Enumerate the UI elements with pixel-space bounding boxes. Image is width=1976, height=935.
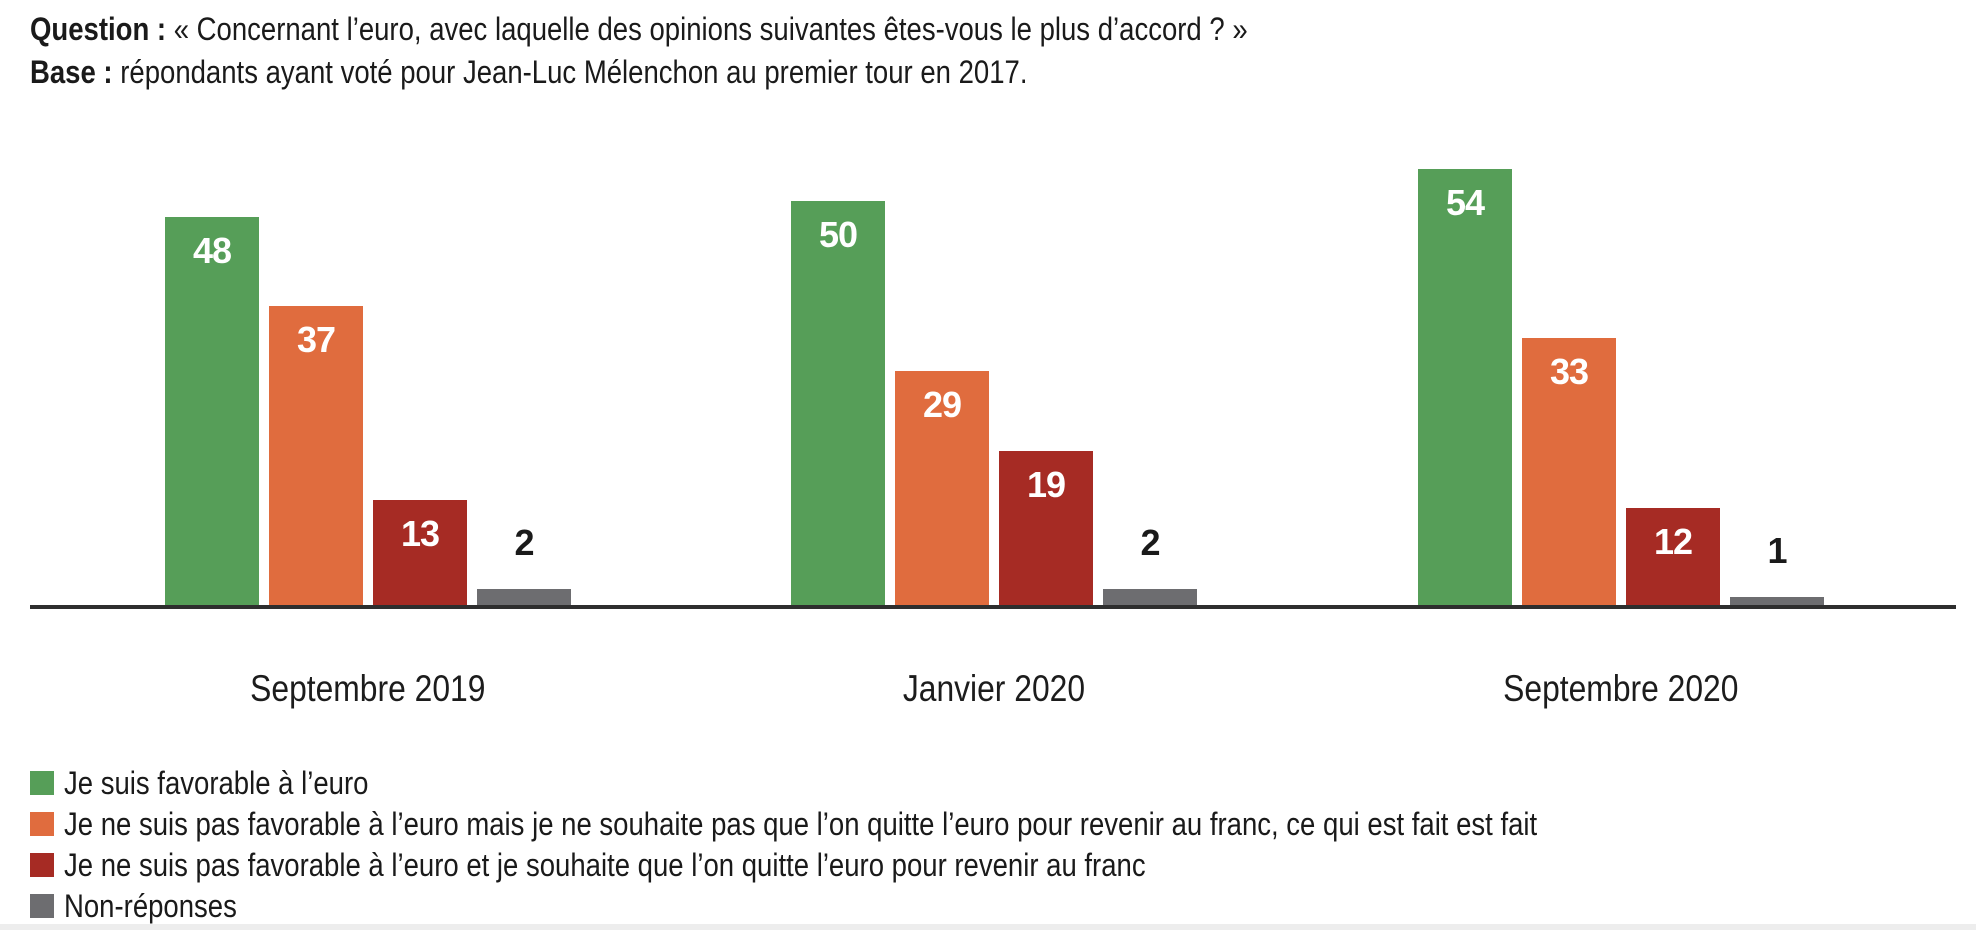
bar-series2-group3 bbox=[1522, 338, 1616, 605]
bar-value-label: 48 bbox=[192, 230, 232, 271]
bar-series4-group2 bbox=[1103, 589, 1197, 605]
bar-series1-group3 bbox=[1418, 169, 1512, 605]
bar-series3-group1 bbox=[373, 500, 467, 605]
page-edge-strip bbox=[0, 924, 1976, 930]
bar-value-label: 54 bbox=[1445, 182, 1485, 223]
legend-swatch-icon bbox=[30, 894, 54, 918]
x-axis-line bbox=[30, 605, 1956, 609]
base-text: répondants ayant voté pour Jean-Luc Méle… bbox=[120, 54, 1028, 90]
base-line-text: Base : répondants ayant voté pour Jean-L… bbox=[30, 51, 1027, 94]
category-label-text: Septembre 2020 bbox=[1503, 668, 1739, 709]
legend-item-1: Je suis favorable à l’euro bbox=[30, 767, 1777, 799]
bar-value-label: 2 bbox=[514, 522, 534, 563]
bar-series2-group1 bbox=[269, 306, 363, 605]
legend-item-4: Non-réponses bbox=[30, 890, 1777, 922]
chart-header: Question : « Concernant l’euro, avec laq… bbox=[30, 8, 1446, 94]
bar-series1-group2 bbox=[791, 201, 885, 605]
bar-series1-group1 bbox=[165, 217, 259, 605]
bar-value-label: 19 bbox=[1026, 464, 1066, 505]
legend-swatch-icon bbox=[30, 771, 54, 795]
question-line: Question : « Concernant l’euro, avec laq… bbox=[30, 8, 1446, 51]
bar-value-label: 33 bbox=[1549, 351, 1589, 392]
bar-value-label: 12 bbox=[1653, 521, 1693, 562]
bar-value-label: 29 bbox=[922, 384, 962, 425]
legend-label: Je ne suis pas favorable à l’euro et je … bbox=[64, 847, 1146, 883]
bar-series4-group1 bbox=[477, 589, 571, 605]
base-line: Base : répondants ayant voté pour Jean-L… bbox=[30, 51, 1446, 94]
legend-label: Non-réponses bbox=[64, 888, 237, 924]
legend-label: Je ne suis pas favorable à l’euro mais j… bbox=[64, 806, 1538, 842]
bar-series3-group3 bbox=[1626, 508, 1720, 605]
base-label: Base : bbox=[30, 54, 113, 90]
legend-swatch-icon bbox=[30, 853, 54, 877]
bar-series3-group2 bbox=[999, 451, 1093, 605]
question-line-text: Question : « Concernant l’euro, avec laq… bbox=[30, 8, 1248, 51]
bar-value-label: 37 bbox=[296, 319, 336, 360]
category-label: Janvier 2020 bbox=[744, 668, 1244, 710]
category-label: Septembre 2020 bbox=[1371, 668, 1871, 710]
category-label-text: Septembre 2019 bbox=[250, 668, 486, 709]
category-label: Septembre 2019 bbox=[118, 668, 618, 710]
legend-swatch-icon bbox=[30, 812, 54, 836]
legend-item-3: Je ne suis pas favorable à l’euro et je … bbox=[30, 849, 1777, 881]
bar-value-label: 50 bbox=[818, 214, 858, 255]
bar-value-label: 2 bbox=[1140, 522, 1160, 563]
chart-legend: Je suis favorable à l’euro Je ne suis pas… bbox=[30, 767, 1777, 935]
category-label-text: Janvier 2020 bbox=[902, 668, 1086, 709]
legend-label: Je suis favorable à l’euro bbox=[64, 765, 369, 801]
bar-value-label: 13 bbox=[400, 513, 440, 554]
question-label: Question : bbox=[30, 11, 167, 47]
legend-item-2: Je ne suis pas favorable à l’euro mais j… bbox=[30, 808, 1777, 840]
bar-series2-group2 bbox=[895, 371, 989, 605]
bar-value-label: 1 bbox=[1767, 530, 1787, 571]
bar-series4-group3 bbox=[1730, 597, 1824, 605]
question-text: « Concernant l’euro, avec laquelle des o… bbox=[173, 11, 1248, 47]
